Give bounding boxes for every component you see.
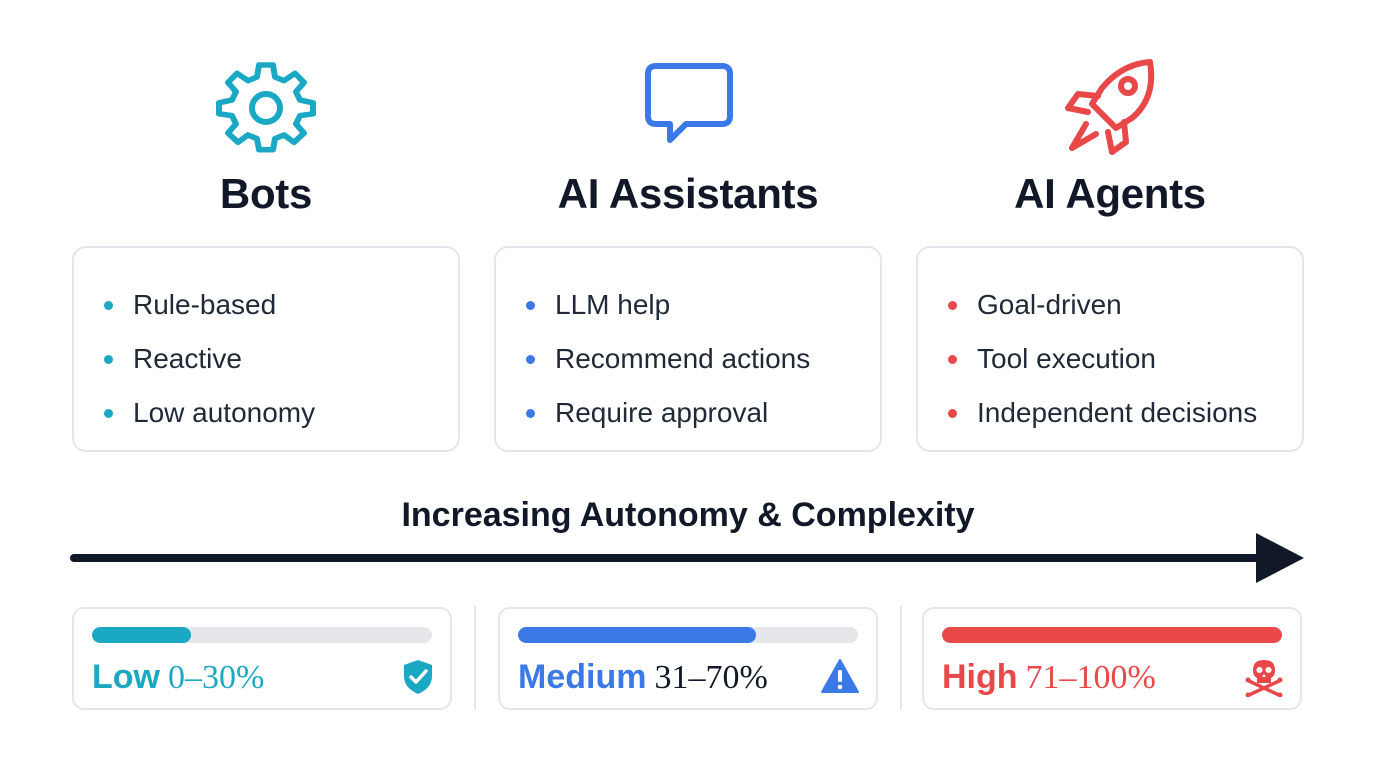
list-item: Independent decisions xyxy=(948,386,1302,440)
list-item-label: Independent decisions xyxy=(977,397,1258,428)
meter-level-label: Low xyxy=(92,658,160,696)
list-item-label: Recommend actions xyxy=(555,343,811,374)
list-item: Recommend actions xyxy=(526,332,880,386)
gear-icon xyxy=(216,58,316,158)
bullet-dot xyxy=(948,300,957,310)
rocket-icon xyxy=(1062,58,1162,158)
high-autonomy-meter: High 71–100% xyxy=(922,607,1302,710)
meter-track xyxy=(942,627,1282,643)
low-autonomy-meter: Low 0–30% xyxy=(72,607,452,710)
bullet-dot xyxy=(526,300,535,310)
list-item: Reactive xyxy=(104,332,458,386)
bullet-dot xyxy=(104,408,113,418)
bullet-dot xyxy=(948,408,957,418)
list-item-label: Require approval xyxy=(555,397,769,428)
chat-bubble-icon xyxy=(640,58,740,158)
meter-divider xyxy=(474,606,476,710)
meter-range: 31–70% xyxy=(654,659,768,696)
meter-text: Low 0–30% xyxy=(92,657,264,698)
bullet-dot xyxy=(104,354,113,364)
list-item: Rule-based xyxy=(104,278,458,332)
meter-track xyxy=(92,627,432,643)
meter-range: 0–30% xyxy=(167,659,265,696)
axis-arrow xyxy=(70,530,1310,586)
list-item-label: Low autonomy xyxy=(133,397,316,428)
list-item: LLM help xyxy=(526,278,880,332)
column-title-bots: Bots xyxy=(219,170,313,217)
meter-divider xyxy=(900,606,902,710)
list-item: Goal-driven xyxy=(948,278,1302,332)
list-item-label: Goal-driven xyxy=(977,289,1122,320)
meter-fill xyxy=(518,627,756,643)
column-title-ai-assistants: AI Assistants xyxy=(557,170,819,217)
meter-level-label: High xyxy=(942,658,1018,696)
warning-icon xyxy=(820,657,860,697)
bullet-dot xyxy=(104,300,113,310)
list-item-label: LLM help xyxy=(555,289,671,320)
list-item: Tool execution xyxy=(948,332,1302,386)
bullet-dot xyxy=(948,354,957,364)
medium-autonomy-meter: Medium 31–70% xyxy=(498,607,878,710)
bots-card: Rule-based Reactive Low autonomy xyxy=(72,246,460,452)
ai-assistants-card: LLM help Recommend actions Require appro… xyxy=(494,246,882,452)
meter-text: High 71–100% xyxy=(942,657,1156,698)
list-item: Low autonomy xyxy=(104,386,458,440)
list-item-label: Rule-based xyxy=(133,289,277,320)
meter-fill xyxy=(92,627,191,643)
list-item-label: Reactive xyxy=(133,343,242,374)
meter-level-label: Medium xyxy=(518,658,647,696)
column-title-ai-agents: AI Agents xyxy=(1014,170,1206,217)
meter-range: 71–100% xyxy=(1025,659,1156,696)
bullet-dot xyxy=(526,354,535,364)
meter-text: Medium 31–70% xyxy=(518,657,768,698)
list-item-label: Tool execution xyxy=(977,343,1157,374)
shield-check-icon xyxy=(398,657,438,697)
axis-label: Increasing Autonomy & Complexity xyxy=(401,496,975,534)
meter-track xyxy=(518,627,858,643)
meter-fill xyxy=(942,627,1282,643)
ai-agents-card: Goal-driven Tool execution Independent d… xyxy=(916,246,1304,452)
skull-crossbones-icon xyxy=(1244,657,1284,697)
bullet-dot xyxy=(526,408,535,418)
list-item: Require approval xyxy=(526,386,880,440)
